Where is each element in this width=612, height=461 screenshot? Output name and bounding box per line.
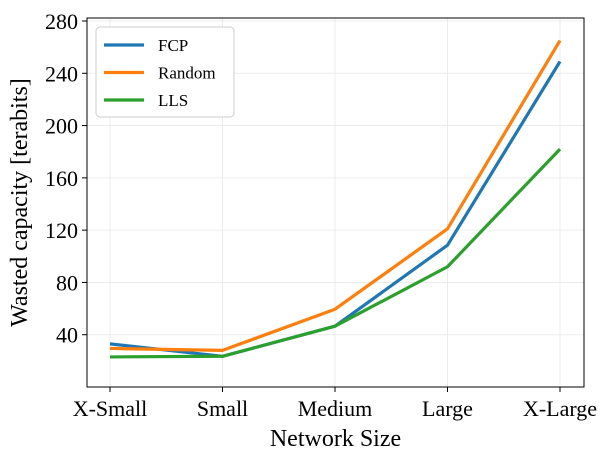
x-axis-ticks: X-Small Small Medium Large X-Large bbox=[73, 387, 597, 421]
y-tick-label-120: 120 bbox=[45, 218, 78, 243]
y-tick-label-280: 280 bbox=[45, 9, 78, 34]
y-tick-label-240: 240 bbox=[45, 61, 78, 86]
x-tick-label-x-small: X-Small bbox=[73, 396, 148, 421]
x-axis-label: Network Size bbox=[270, 426, 401, 452]
legend: FCP Random LLS bbox=[95, 26, 235, 118]
legend-label-fcp: FCP bbox=[158, 36, 188, 55]
series-line-random bbox=[109, 39, 562, 352]
legend-label-lls: LLS bbox=[158, 91, 188, 110]
legend-box bbox=[95, 26, 235, 118]
x-tick-label-medium: Medium bbox=[298, 396, 373, 421]
x-tick-label-small: Small bbox=[197, 396, 248, 421]
y-tick-label-160: 160 bbox=[45, 166, 78, 191]
y-tick-label-80: 80 bbox=[56, 270, 78, 295]
y-tick-label-200: 200 bbox=[45, 114, 78, 139]
series-line-lls bbox=[109, 147, 562, 359]
y-tick-label-40: 40 bbox=[56, 323, 78, 348]
legend-label-random: Random bbox=[158, 64, 216, 83]
x-tick-label-large: Large bbox=[422, 396, 473, 421]
y-axis-label: Wasted capacity [terabits] bbox=[7, 78, 33, 327]
x-tick-label-x-large: X-Large bbox=[523, 396, 597, 421]
y-axis-ticks: 40 80 120 160 200 240 280 bbox=[45, 9, 87, 348]
series-lines bbox=[109, 39, 562, 359]
